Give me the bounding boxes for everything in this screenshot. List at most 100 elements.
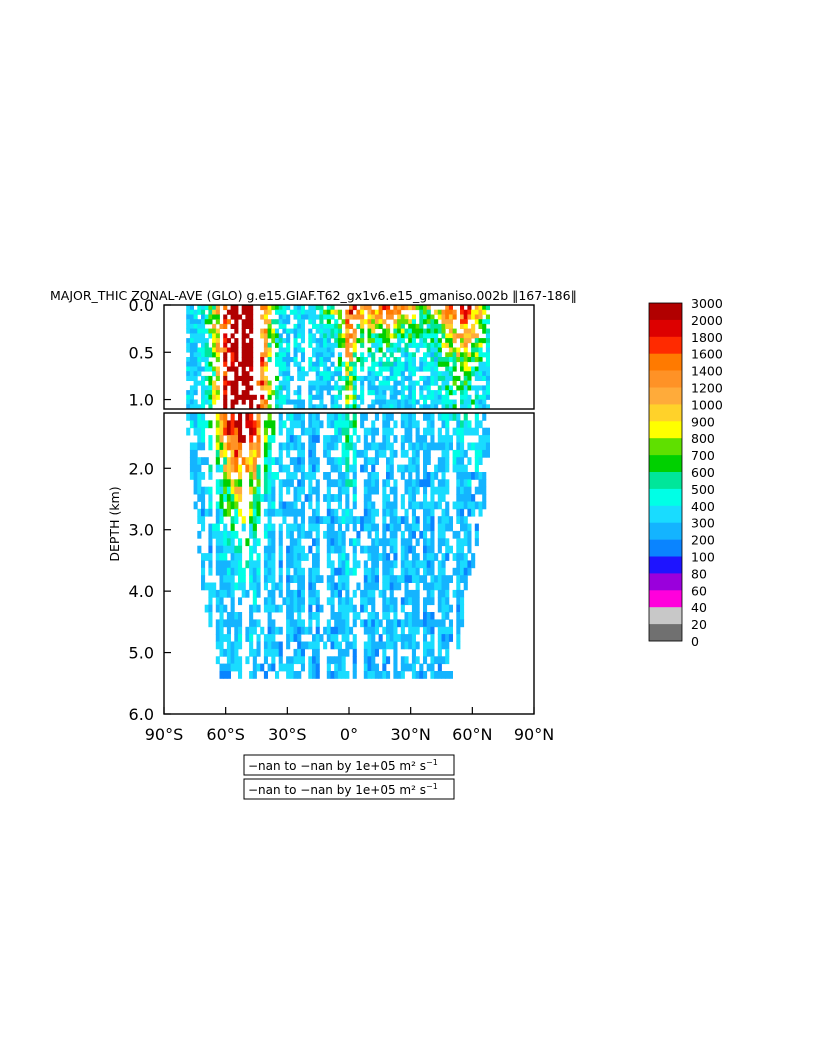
heat-cell [371,501,376,510]
heat-cell [319,309,324,315]
heat-cell [460,390,465,396]
heat-cell [293,494,298,502]
heat-cell [478,501,483,510]
heat-cell [212,582,217,591]
heat-cell [230,399,235,405]
heat-cell [193,413,198,421]
heat-cell [478,435,483,443]
heat-cell [208,604,213,613]
heat-cell [460,589,465,598]
heat-cell [408,457,413,465]
heat-cell [308,516,313,524]
heat-cell [271,567,276,576]
heat-cell [371,371,376,377]
heat-cell [371,442,376,451]
heat-cell [393,390,398,396]
heat-cell [271,523,276,532]
heat-cell [278,486,283,495]
heat-cell [323,449,328,458]
heat-cell [315,641,320,650]
heat-cell [256,538,261,547]
heat-cell [345,612,350,620]
heat-cell [249,619,254,628]
heat-cell [297,309,302,315]
heat-cell [308,671,313,679]
heat-cell [282,501,287,510]
heat-cell [423,314,428,320]
heat-cell [234,328,239,334]
heat-cell [189,404,194,410]
heat-cell [256,413,261,421]
heat-cell [278,333,283,339]
heat-cell [330,538,335,547]
heat-cell [389,314,394,320]
heat-cell [208,619,213,628]
heat-cell [463,472,468,480]
heat-cell [352,501,357,510]
heat-cell [267,553,272,561]
heat-cell [389,394,394,400]
heat-cell [230,361,235,367]
heat-cell [201,394,206,400]
heat-cell [300,323,305,329]
heat-cell [419,501,424,510]
heat-cell [215,464,220,473]
heat-cell [323,442,328,451]
heat-cell [408,328,413,334]
heat-cell [267,472,272,480]
heat-cell [297,375,302,381]
heat-cell [404,641,409,650]
heat-cell [367,385,372,391]
heat-cell [437,501,442,510]
heat-cell [411,314,416,320]
heat-cell [282,323,287,329]
heat-cell [437,494,442,502]
heat-cell [363,479,368,488]
heat-cell [323,338,328,344]
heat-cell [260,404,265,410]
heat-cell [471,314,476,320]
heat-cell [382,626,387,635]
heat-cell [367,375,372,381]
heat-cell [352,394,357,400]
heat-cell [308,589,313,598]
heat-cell [249,530,254,539]
heat-cell [460,597,465,606]
colorbar-level-label: 1200 [691,381,723,396]
colorbar-level-label: 1600 [691,347,723,362]
heat-cell [212,342,217,348]
heat-cell [374,582,379,591]
heat-cell [326,545,331,554]
heat-cell [371,656,376,665]
heat-cell [382,663,387,672]
colorbar-level-label: 300 [691,516,715,531]
heat-cell [467,394,472,400]
heat-cell [437,385,442,391]
heat-cell [326,560,331,569]
heat-cell [352,328,357,334]
heat-cell [263,309,268,315]
heat-cell [471,357,476,363]
heat-cell [263,560,268,569]
heat-cell [267,523,272,532]
heat-cell [201,575,206,583]
heat-cell [371,323,376,329]
heat-cell [485,305,490,311]
heat-cell [271,420,276,429]
heat-cell [215,375,220,381]
heat-cell [456,347,461,353]
heat-cell [441,394,446,400]
heat-cell [278,656,283,665]
heat-cell [189,371,194,377]
heat-cell [252,420,257,429]
heat-cell [215,342,220,348]
heat-cell [386,404,391,410]
heat-cell [400,375,405,381]
heat-cell [234,626,239,635]
heat-cell [467,494,472,502]
heat-cell [426,538,431,547]
heat-cell [382,435,387,443]
heat-cell [345,385,350,391]
heat-cell [230,366,235,372]
upper-panel-frame [163,304,535,410]
